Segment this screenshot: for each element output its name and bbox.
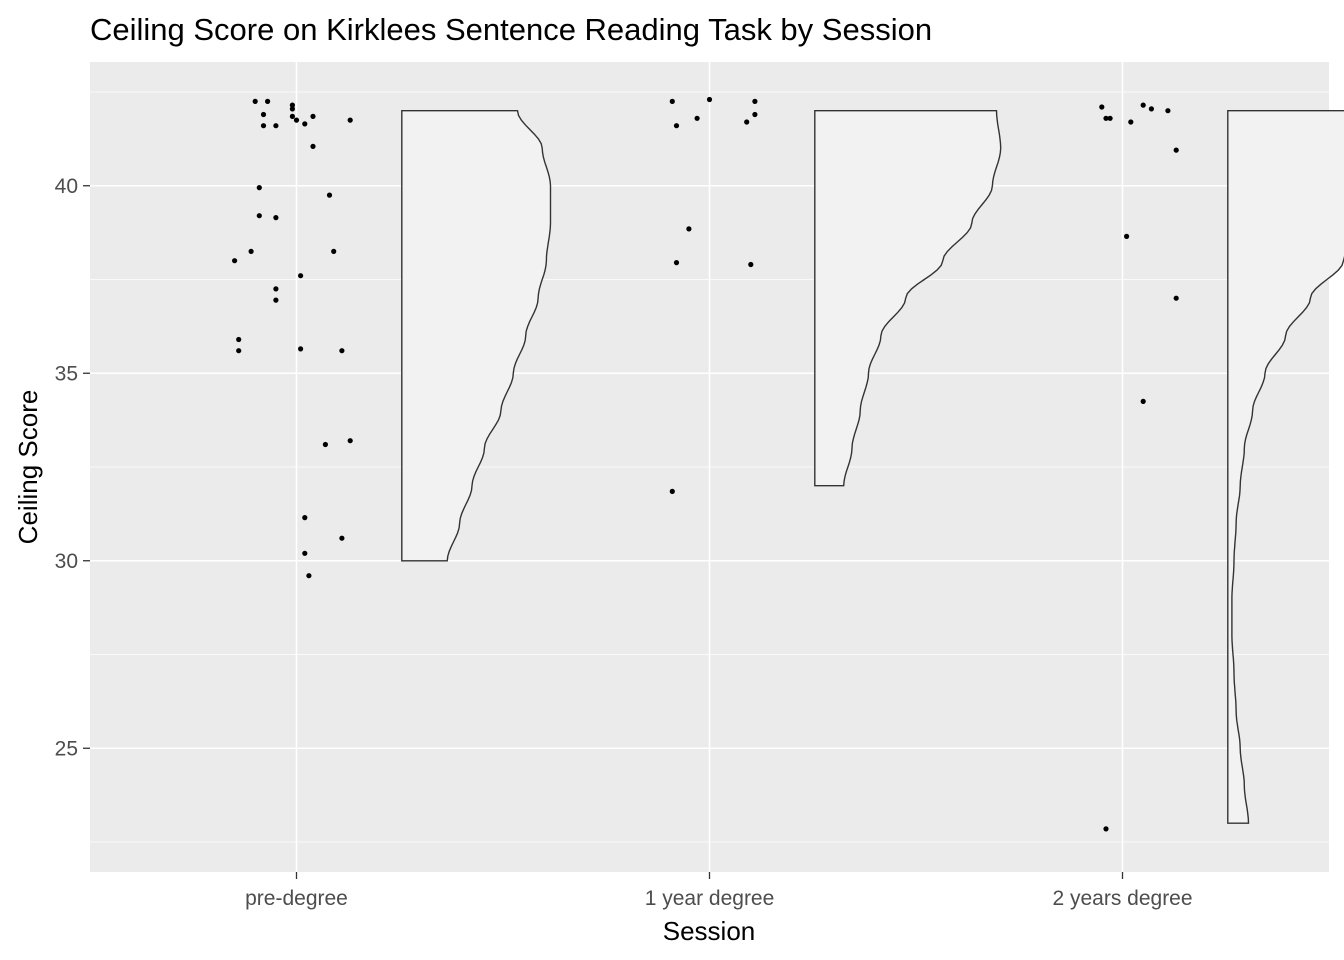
data-point [293, 117, 300, 123]
data-point [273, 123, 279, 129]
data-point [298, 273, 304, 279]
data-point [298, 346, 304, 352]
data-point [256, 185, 262, 191]
x-tick-label: pre-degree [245, 887, 348, 910]
data-point [1173, 147, 1179, 153]
data-point [669, 488, 675, 494]
data-point [331, 248, 337, 254]
data-point [748, 261, 754, 268]
data-point [686, 226, 692, 232]
violin-pre-degree [401, 110, 552, 562]
x-tick-label: 1 year degree [645, 887, 775, 910]
data-point [310, 113, 316, 119]
data-point [347, 438, 353, 444]
x-axis-title: Session [663, 916, 756, 946]
y-axis-title: Ceiling Score [13, 390, 43, 545]
data-point [1124, 233, 1130, 239]
data-point [1128, 119, 1134, 125]
grid-lines [90, 62, 1329, 872]
data-point [260, 123, 267, 129]
data-point [273, 215, 279, 221]
data-point [302, 515, 308, 521]
x-tick-label: 2 years degree [1052, 887, 1192, 910]
y-tick-label: 30 [55, 550, 78, 573]
data-point [289, 106, 295, 112]
data-point [1140, 398, 1146, 404]
axes: 25 30 35 40 pre-degree 1 year degree 2 years d… [55, 175, 1193, 910]
data-point [339, 535, 345, 541]
data-point [1165, 108, 1171, 114]
data-point [248, 248, 254, 254]
data-point [256, 213, 262, 219]
data-point [694, 115, 700, 121]
data-point [302, 550, 308, 556]
data-point [310, 143, 316, 149]
data-point [1140, 102, 1146, 108]
data-point [347, 117, 353, 123]
data-point [1103, 115, 1109, 121]
data-point [673, 260, 680, 266]
data-point [232, 258, 238, 264]
data-point [265, 98, 271, 104]
data-point [706, 96, 713, 103]
data-point [673, 123, 680, 129]
data-point [669, 98, 675, 104]
y-tick-label: 25 [55, 737, 78, 760]
data-point [306, 573, 312, 579]
data-point [1107, 115, 1113, 121]
data-points [232, 96, 1179, 832]
data-point [260, 111, 267, 118]
data-point [273, 297, 279, 303]
y-tick-label: 35 [55, 362, 78, 385]
data-point [744, 119, 750, 125]
data-point [1103, 826, 1109, 832]
chart-title: Ceiling Score on Kirklees Sentence Readi… [90, 12, 932, 47]
data-point [326, 192, 333, 198]
data-point [322, 441, 328, 448]
data-point [252, 98, 258, 104]
data-point [236, 348, 242, 354]
data-point [752, 98, 758, 104]
data-point [273, 286, 279, 292]
violin-shapes [401, 110, 1344, 824]
data-point [289, 113, 295, 119]
violin-1-year-degree [814, 110, 1002, 487]
data-point [236, 336, 242, 343]
data-point [1099, 104, 1105, 110]
data-point [1148, 106, 1154, 112]
y-tick-label: 40 [55, 175, 78, 198]
data-point [339, 348, 345, 354]
data-point [289, 102, 295, 108]
violin-2-years-degree [1227, 110, 1344, 824]
data-point [1173, 295, 1179, 301]
data-point [752, 111, 758, 118]
data-point [302, 121, 308, 127]
